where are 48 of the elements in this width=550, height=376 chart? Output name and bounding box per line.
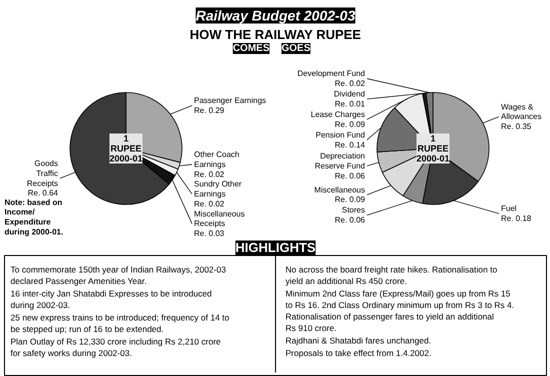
data-label: Re. 0.02 [194,200,225,208]
slice-label: Wages & Allowances [501,102,542,122]
text: RUPEE [110,144,142,154]
data-label: Re. 0.09 [334,195,366,204]
slice-label: Sundry Other Earnings [194,180,242,199]
data-label: Re. 0.03 [194,229,225,238]
text: 25 new express trains to be introduced; frequency of 14 to be stepped up; run of 16 to be extended. [10,312,230,334]
text: Proposals to take effect from 1.4.2002. [286,348,432,358]
chart-title: GOES [282,43,311,54]
text: 2000-01 [109,154,143,164]
slice-label: Passenger Earnings [194,96,266,106]
slice-label: Dividend [334,90,366,99]
slice-label: Depreciation Reserve Fund [314,152,366,170]
data-label: Re. 0.64 [28,188,59,198]
slice-label: Development Fund [297,69,365,78]
data-label: Re. 0.35 [501,122,532,132]
data-label: Re. 0.29 [194,106,225,116]
data-label: Re. 0.09 [334,120,366,129]
text: 16 inter-city Jan Shatabdi Expresses to be introduced during 2002-03. [10,288,212,310]
data-label: Re. 0.14 [334,140,366,150]
data-label: Re. 0.01 [334,99,366,108]
text: Minimum 2nd Class fare (Express/Mail) goes up from Rs 15 to Rs 16. 2nd Class Ordinary minimum up from Rs 3 to Rs 4. Rationalisation of passenger fares to yield an additional Rs 910 crore. [286,288,514,333]
text: RUPEE [417,144,449,154]
data-label: Re. 0.18 [501,214,532,224]
text: HIGHLIGHTS [235,240,316,255]
text: 2000-01 [416,154,450,164]
data-label: Re. 0.02 [334,79,366,88]
slice-label: Fuel [501,204,517,214]
slice-label: Miscellaneous Receipts [194,209,245,228]
text: 1 [123,134,129,144]
text: HOW THE RAILWAY RUPEE [190,27,362,42]
text: Plan Outlay of Rs 12,330 crore including Rs 2,210 crore for safety works during 2002-03. [10,336,222,358]
chart-title: COMES [232,43,270,54]
slice-label: Goods Traffic Receipts [26,158,58,188]
text: 1 [430,134,436,144]
text: No across the board freight rate hikes. Rationalisation to yield an additional Rs 450 crore. [286,264,498,286]
text: Railway Budget 2002-03 [196,8,356,24]
data-label: Re. 0.06 [334,171,366,180]
data-label: Re. 0.06 [334,216,366,225]
slice-label: Lease Charges [310,110,366,119]
text: Note: based on Income/ Expenditure during 2000-01. [4,198,64,236]
text: Rajdhani & Shatabdi fares unchanged. [286,336,432,346]
text: To commemorate 150th year of Indian Railways, 2002-03 declared Passenger Amenities Year. [10,264,226,286]
slice-label: Pension Fund [316,130,366,140]
data-label: Re. 0.02 [194,170,225,179]
slice-label: Miscellaneous [314,185,366,194]
slice-label: Other Coach Earnings [194,150,240,169]
slice-label: Stores [342,206,366,215]
